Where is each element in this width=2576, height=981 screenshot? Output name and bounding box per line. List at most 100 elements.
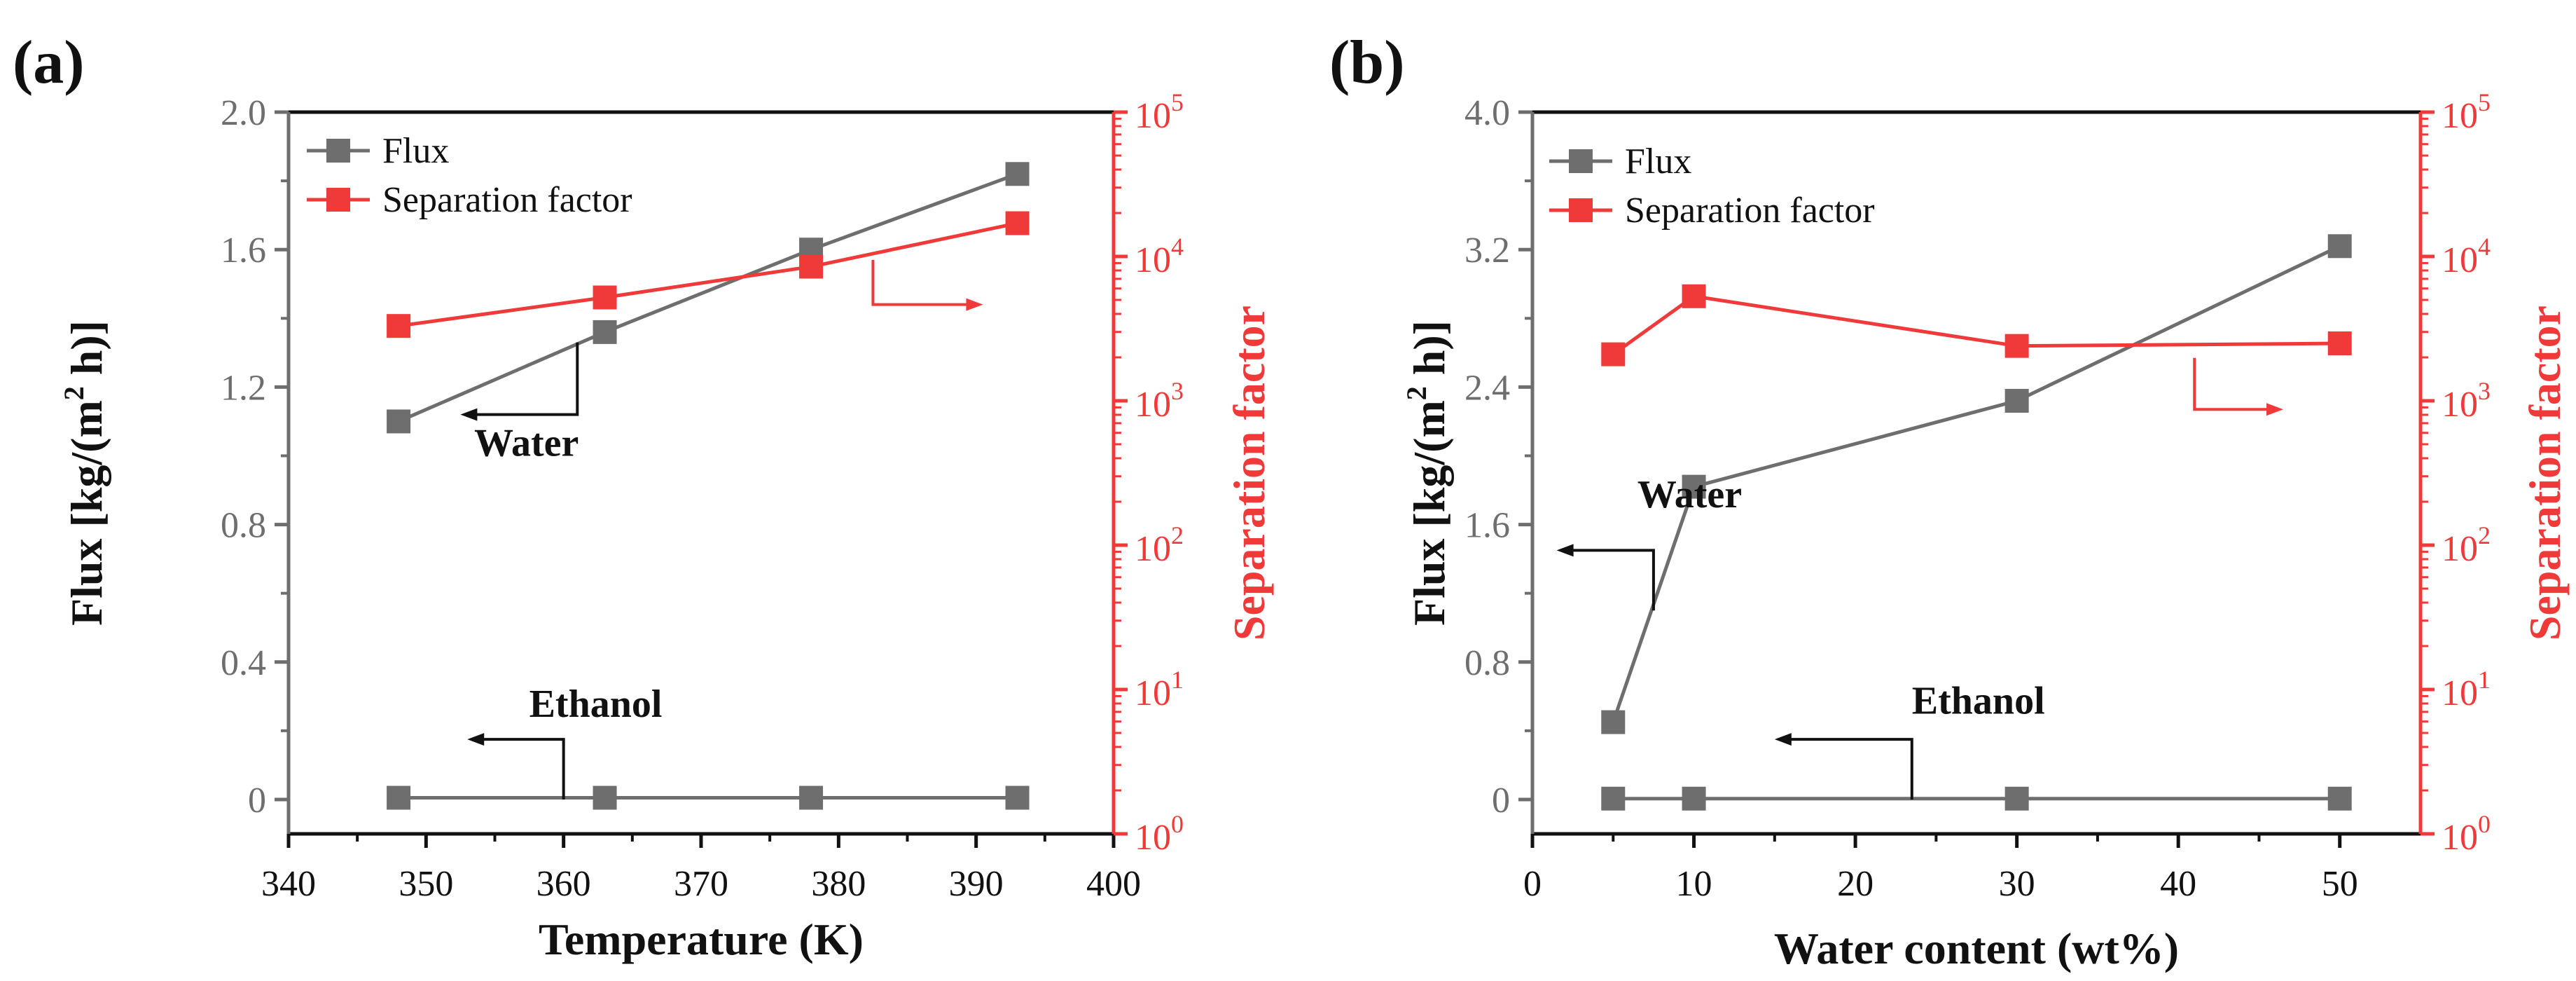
y2-tick-exponent: 4 [1171,233,1184,261]
x-tick-label: 370 [674,864,728,904]
y2-tick-exponent: 0 [1171,810,1184,838]
y2-tick-exponent: 3 [2478,377,2491,405]
legend-label: Flux [1625,142,1691,181]
data-point [1005,162,1030,186]
y2-tick-exponent: 0 [2478,810,2491,838]
y2-tick-exponent: 1 [1171,666,1184,694]
legend-marker [326,139,350,163]
x-tick-label: 340 [261,864,316,904]
series-line [398,221,1018,328]
y2-axis-label: Separation factor [1224,306,1274,640]
x-tick-label: 50 [2322,864,2358,904]
legend-label: Flux [382,131,449,171]
legend-marker [1569,198,1593,222]
arrow-head [460,408,478,421]
y2-tick-exponent: 5 [2478,88,2491,116]
panel-label-b: (b) [1329,29,1405,97]
data-point [387,314,411,338]
y-axis-label-sup: 2 [58,386,90,400]
annotation-arrow [1787,738,1913,800]
y2-tick-label: 103 [1135,377,1184,425]
series-line [398,172,1018,423]
x-tick-label: 400 [1086,864,1141,904]
data-point [1601,342,1626,366]
arrow-head [1774,733,1792,746]
legend-marker [326,188,350,212]
x-tick-label: 360 [536,864,591,904]
y2-tick-exponent: 1 [2478,666,2491,694]
data-point [387,786,411,810]
y2-tick-label: 101 [1135,666,1184,713]
data-point [593,320,617,344]
y2-tick-base: 10 [2442,385,2478,425]
x-tick-label: 30 [1999,864,2035,904]
x-tick-label: 380 [811,864,866,904]
y2-tick-label: 100 [1135,810,1184,858]
y2-tick-label: 102 [1135,521,1184,569]
data-point [1005,211,1030,235]
annotation-arrow [2193,357,2271,411]
data-point [2327,234,2352,259]
data-point [1682,474,1706,499]
data-point [2004,786,2029,811]
y-axis-label-main: Flux [kg/(m [62,400,111,626]
y-tick-label: 4.0 [1464,93,1510,133]
annotation-label: Water [474,421,579,465]
y2-tick-base: 10 [1135,385,1171,425]
data-point [593,285,617,310]
x-tick-label: 40 [2160,864,2196,904]
y-tick-label: 0.8 [221,506,266,546]
y-tick-label: 3.2 [1464,231,1510,270]
data-point [2327,331,2352,356]
y-axis-label-tail: h)] [1404,320,1454,386]
legend-label: Separation factor [1625,191,1875,231]
y2-tick-label: 100 [2442,810,2491,858]
annotation-label: Ethanol [529,682,663,726]
y2-tick-exponent: 2 [2478,521,2491,549]
y-axis-label: Flux [kg/(m2 h)] [58,320,111,626]
x-tick-label: 20 [1837,864,1874,904]
y-tick-label: 2.4 [1464,368,1510,408]
x-axis-label: Temperature (K) [539,914,864,964]
y2-tick-base: 10 [1135,818,1171,858]
y-axis-label: Flux [kg/(m2 h)] [1401,320,1454,626]
y2-tick-label: 104 [2442,233,2491,280]
y2-tick-exponent: 4 [2478,233,2491,261]
x-tick-label: 350 [399,864,453,904]
y2-tick-exponent: 2 [1171,521,1184,549]
y2-axis-label: Separation factor [2520,306,2570,640]
annotation-label: Water [1637,473,1742,516]
panel-label-a: (a) [13,29,85,97]
series-line [1612,294,2340,356]
y2-tick-label: 102 [2442,521,2491,569]
y-axis-label-sup: 2 [1401,386,1432,400]
y2-tick-label: 103 [2442,377,2491,425]
y2-tick-base: 10 [2442,529,2478,569]
arrow-head [1556,544,1574,557]
y2-tick-base: 10 [1135,673,1171,713]
x-tick-label: 390 [949,864,1004,904]
y2-tick-base: 10 [1135,96,1171,136]
y-tick-label: 0.4 [221,643,266,683]
y2-tick-base: 10 [1135,240,1171,280]
data-point [2327,786,2352,811]
annotation-label: Ethanol [1912,679,2045,722]
data-point [799,786,824,810]
data-point [1682,786,1706,811]
y2-tick-label: 101 [2442,666,2491,713]
chart-panel-a: 340 350 360 370 380 390 400 Temperature (K) 0 0.4… [58,88,1274,964]
legend-marker [1569,149,1593,173]
data-point [2004,389,2029,413]
y2-tick-base: 10 [2442,673,2478,713]
legend-label: Separation factor [382,180,632,220]
annotation-arrow [1569,549,1655,611]
y2-tick-label: 105 [2442,88,2491,136]
y-tick-label: 0.8 [1464,643,1510,683]
y-tick-label: 0 [1492,781,1510,821]
x-tick-label: 10 [1676,864,1712,904]
y-tick-label: 1.6 [221,231,266,270]
y2-tick-label: 104 [1135,233,1184,280]
y2-tick-base: 10 [2442,240,2478,280]
